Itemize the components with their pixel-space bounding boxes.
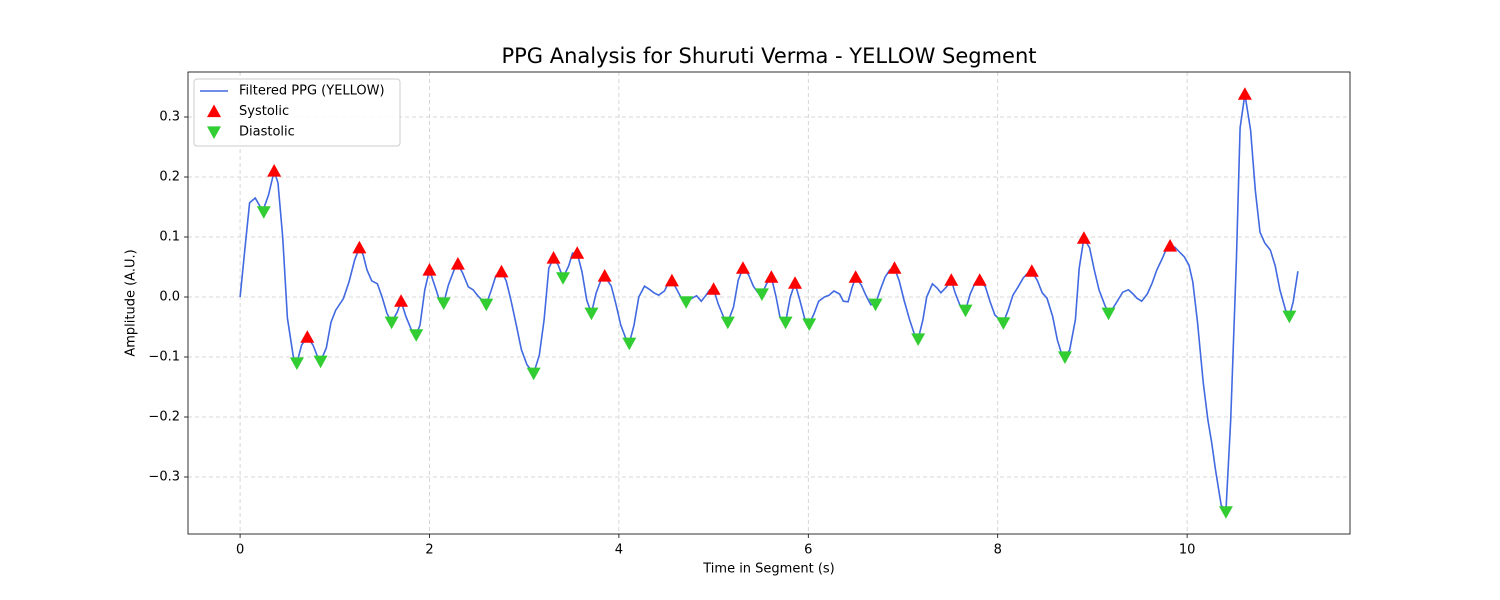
diastolic-marker — [868, 298, 883, 312]
x-tick-label: 2 — [425, 543, 433, 558]
systolic-marker — [944, 273, 959, 286]
systolic-marker — [887, 261, 902, 274]
systolic-marker — [597, 269, 612, 282]
x-tick-label: 10 — [1179, 543, 1196, 558]
legend-label: Systolic — [239, 104, 289, 119]
systolic-marker — [848, 270, 863, 283]
legend-label: Diastolic — [239, 125, 295, 140]
diastolic-marker — [958, 304, 973, 318]
diastolic-marker — [1282, 310, 1297, 324]
systolic-marker — [546, 251, 561, 264]
diastolic-marker — [679, 296, 694, 309]
y-tick-label: 0.0 — [159, 290, 180, 305]
y-tick-label: −0.3 — [148, 470, 180, 485]
systolic-marker — [735, 261, 750, 274]
systolic-marker — [1163, 239, 1178, 252]
diastolic-marker — [1101, 307, 1116, 321]
diastolic-marker — [289, 357, 304, 370]
systolic-marker — [394, 294, 409, 307]
x-tick-label: 0 — [236, 543, 244, 558]
chart-title: PPG Analysis for Shuruti Verma - YELLOW … — [501, 44, 1036, 68]
diastolic-marker — [256, 206, 271, 219]
x-tick-label: 6 — [804, 543, 812, 558]
systolic-marker — [570, 246, 585, 259]
systolic-marker — [267, 164, 282, 177]
systolic-marker — [972, 273, 987, 286]
ppg-line — [239, 94, 1299, 515]
systolic-marker — [352, 240, 367, 254]
x-tick-label: 8 — [994, 543, 1002, 558]
diastolic-marker — [526, 367, 541, 381]
plot-frame — [187, 71, 1351, 535]
legend-marker — [207, 104, 221, 118]
systolic-marker — [1024, 264, 1039, 277]
y-tick-label: −0.1 — [148, 350, 180, 365]
y-axis-label: Amplitude (A.U.) — [124, 249, 139, 356]
legend-marker — [207, 126, 221, 139]
systolic-marker — [764, 270, 779, 283]
y-tick-label: 0.3 — [159, 110, 180, 125]
systolic-marker — [1237, 87, 1252, 100]
diastolic-marker — [1057, 351, 1072, 364]
diastolic-marker — [802, 318, 817, 331]
diastolic-marker — [384, 316, 399, 330]
diastolic-marker — [409, 329, 424, 342]
systolic-marker — [450, 257, 465, 270]
diastolic-marker — [584, 307, 599, 321]
diastolic-marker — [1218, 506, 1233, 519]
diastolic-marker — [754, 288, 769, 301]
legend-box — [193, 78, 401, 147]
y-tick-label: −0.2 — [148, 410, 180, 425]
y-tick-label: 0.2 — [159, 170, 180, 185]
diastolic-marker — [996, 317, 1011, 330]
diastolic-marker — [436, 297, 451, 310]
systolic-marker — [300, 330, 315, 343]
systolic-marker — [1076, 231, 1091, 244]
systolic-marker — [494, 264, 509, 278]
systolic-marker — [664, 273, 679, 287]
diastolic-marker — [911, 333, 926, 346]
systolic-marker — [422, 263, 437, 276]
diastolic-marker — [720, 316, 735, 330]
x-tick-label: 4 — [615, 543, 623, 558]
diastolic-marker — [622, 337, 637, 351]
diastolic-marker — [479, 298, 494, 312]
y-tick-label: 0.1 — [159, 230, 180, 245]
x-axis-label: Time in Segment (s) — [702, 562, 834, 577]
diastolic-marker — [778, 316, 793, 330]
diastolic-marker — [556, 272, 571, 285]
diastolic-marker — [313, 355, 328, 369]
legend-label: Filtered PPG (YELLOW) — [239, 84, 385, 99]
systolic-marker — [788, 276, 803, 289]
systolic-marker — [706, 282, 721, 295]
